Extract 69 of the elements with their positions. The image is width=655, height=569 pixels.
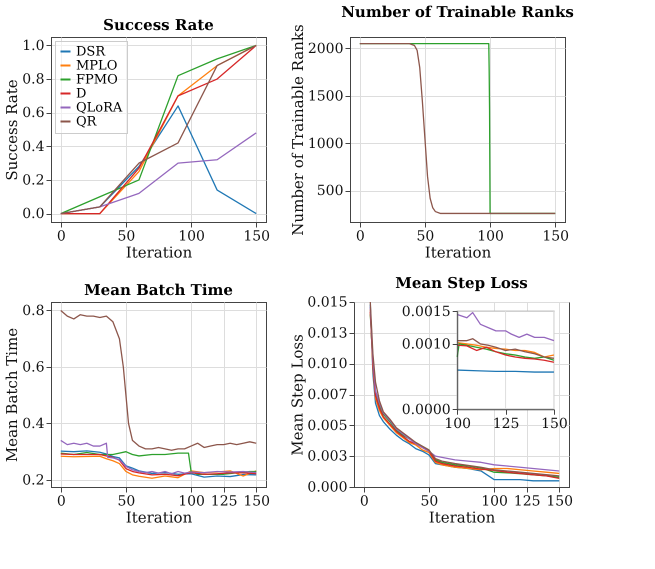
chart-title: Number of Trainable Ranks xyxy=(341,2,574,21)
x-axis-title: Iteration xyxy=(126,508,193,526)
chart-title: Mean Step Loss xyxy=(395,274,528,292)
x-tick-label: 0 xyxy=(360,494,369,510)
y-tick-label: 0.005 xyxy=(307,418,348,434)
x-tick-label: 150 xyxy=(541,416,568,432)
y-tick-label: 0.2 xyxy=(22,172,44,188)
x-tick-label: 50 xyxy=(118,228,136,244)
y-tick-label: 1.0 xyxy=(22,38,44,54)
x-tick-label: 100 xyxy=(178,494,205,510)
x-tick-label: 0 xyxy=(56,228,66,244)
line-series xyxy=(60,310,257,451)
y-tick-label: 0.8 xyxy=(22,72,44,88)
y-tick-label: 0.010 xyxy=(307,356,348,372)
y-tick-label: 0.003 xyxy=(307,448,348,465)
y-axis-title: Mean Step Loss xyxy=(288,334,306,456)
y-tick-label: 0.8 xyxy=(22,302,44,319)
legend-label: FPMO xyxy=(76,72,118,88)
line-series xyxy=(456,338,555,359)
x-axis-title: Iteration xyxy=(126,244,193,262)
legend-label: DSR xyxy=(76,44,106,60)
x-tick-label: 150 xyxy=(243,228,270,244)
line-series xyxy=(359,42,556,214)
x-tick-label: 50 xyxy=(420,494,438,510)
x-axis-title: Iteration xyxy=(428,508,496,526)
x-tick-label: 0 xyxy=(56,494,66,510)
legend-label: MPLO xyxy=(76,58,118,74)
x-tick-label: 50 xyxy=(118,494,136,510)
y-tick-label: 0.013 xyxy=(307,325,348,342)
y-tick-label: 1500 xyxy=(308,88,344,104)
y-tick-label: 0.015 xyxy=(307,294,348,310)
legend-label: QLoRA xyxy=(76,100,123,116)
y-axis-title: Success Rate xyxy=(3,79,22,181)
y-tick-label: 0.2 xyxy=(22,472,44,488)
y-tick-label: 0.0010 xyxy=(402,336,451,352)
y-tick-label: 0.000 xyxy=(307,480,348,496)
x-tick-label: 0 xyxy=(356,228,365,244)
y-tick-label: 0.4 xyxy=(22,416,45,432)
x-tick-label: 100 xyxy=(477,228,504,244)
y-tick-label: 2000 xyxy=(308,40,344,57)
y-tick-label: 0.0015 xyxy=(402,304,451,320)
chart-title: Success Rate xyxy=(103,16,214,34)
x-axis-title: Iteration xyxy=(424,244,492,262)
y-tick-label: 0.0000 xyxy=(402,402,451,418)
y-tick-label: 0.4 xyxy=(22,138,45,155)
x-tick-label: 100 xyxy=(178,228,205,244)
y-tick-label: 1000 xyxy=(308,136,344,152)
x-tick-label: 100 xyxy=(481,494,508,510)
x-tick-label: 150 xyxy=(546,494,574,510)
x-tick-label: 125 xyxy=(210,494,238,510)
x-tick-label: 150 xyxy=(243,494,270,510)
y-tick-label: 0.007 xyxy=(307,387,348,403)
line-series xyxy=(456,342,555,358)
x-tick-label: 150 xyxy=(542,228,570,244)
y-tick-label: 0.6 xyxy=(22,105,45,122)
y-tick-label: 0.6 xyxy=(22,359,45,376)
x-tick-label: 125 xyxy=(514,494,541,510)
legend-label: QR xyxy=(76,114,98,130)
y-axis-title: Number of Trainable Ranks xyxy=(288,24,307,236)
x-tick-label: 50 xyxy=(416,228,434,244)
y-tick-label: 0.0 xyxy=(22,206,44,222)
y-axis-title: Mean Batch Time xyxy=(3,328,22,462)
x-tick-label: 100 xyxy=(444,416,472,432)
line-series xyxy=(60,44,257,214)
legend-label: D xyxy=(76,86,86,102)
line-series xyxy=(60,440,257,474)
y-tick-label: 500 xyxy=(316,183,344,200)
chart-title: Mean Batch Time xyxy=(84,281,233,299)
x-tick-label: 125 xyxy=(492,416,520,432)
